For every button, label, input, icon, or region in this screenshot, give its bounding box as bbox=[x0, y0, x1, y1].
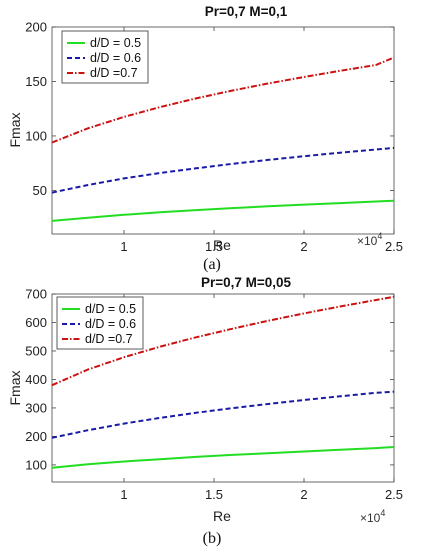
legend-label: d/D = 0.5 bbox=[90, 36, 141, 50]
legend-label: d/D =0.7 bbox=[85, 332, 133, 346]
series-lines bbox=[51, 295, 395, 469]
x-axis: 1 1.5 2 2.5 bbox=[120, 294, 403, 502]
y-tick-label: 600 bbox=[25, 315, 47, 330]
series-line-2 bbox=[51, 56, 395, 144]
series-line-0 bbox=[51, 199, 395, 222]
x-exponent: ×104 bbox=[357, 231, 382, 248]
y-tick-label: 150 bbox=[25, 74, 47, 89]
chart-panel-b: Pr=0,7 M=0,05 100 200 300 400 500 600 700 1 1.5… bbox=[7, 275, 403, 547]
series-line-0 bbox=[51, 446, 395, 469]
x-tick-label: 1.5 bbox=[205, 239, 223, 254]
x-axis-label: Re bbox=[213, 508, 231, 524]
y-tick-label: 100 bbox=[25, 128, 47, 143]
y-axis-label: Fmax bbox=[7, 113, 23, 148]
x-tick-label: 1 bbox=[120, 239, 127, 254]
panel-caption: (b) bbox=[203, 530, 222, 547]
legend-label: d/D = 0.6 bbox=[90, 51, 141, 65]
y-tick-label: 300 bbox=[25, 400, 47, 415]
x-exponent: ×104 bbox=[360, 508, 385, 525]
y-tick-label: 700 bbox=[25, 287, 47, 302]
legend-label: d/D = 0.6 bbox=[85, 317, 136, 331]
chart-title: Pr=0,7 M=0,05 bbox=[201, 275, 292, 290]
y-tick-label: 200 bbox=[25, 20, 47, 35]
x-tick-label: 1 bbox=[120, 487, 127, 502]
series-lines bbox=[51, 56, 395, 222]
x-axis: 1 1.5 2 2.5 bbox=[120, 27, 403, 254]
chart-panel-a: Pr=0,7 M=0,1 50 100 150 200 1 1.5 2 2.5 Fmax R… bbox=[7, 4, 403, 273]
y-tick-label: 200 bbox=[25, 429, 47, 444]
legend: d/D = 0.5 d/D = 0.6 d/D =0.7 bbox=[56, 296, 144, 350]
legend: d/D = 0.5 d/D = 0.6 d/D =0.7 bbox=[61, 30, 149, 84]
y-tick-label: 50 bbox=[33, 183, 47, 198]
x-tick-label: 1.5 bbox=[205, 487, 223, 502]
x-tick-label: 2 bbox=[300, 239, 307, 254]
y-tick-label: 400 bbox=[25, 372, 47, 387]
chart-title: Pr=0,7 M=0,1 bbox=[205, 4, 288, 19]
legend-label: d/D = 0.5 bbox=[85, 302, 136, 316]
x-tick-label: 2.5 bbox=[385, 487, 403, 502]
y-axis: 100 200 300 400 500 600 700 bbox=[25, 287, 394, 472]
y-axis-label: Fmax bbox=[7, 371, 23, 406]
series-line-2 bbox=[51, 295, 395, 387]
x-tick-label: 2 bbox=[300, 487, 307, 502]
x-tick-label: 2.5 bbox=[385, 239, 403, 254]
y-tick-label: 100 bbox=[25, 457, 47, 472]
y-axis: 50 100 150 200 bbox=[25, 20, 394, 198]
legend-label: d/D =0.7 bbox=[90, 66, 138, 80]
panel-caption: (a) bbox=[203, 256, 221, 273]
y-tick-label: 500 bbox=[25, 343, 47, 358]
x-axis-label: Re bbox=[213, 237, 231, 253]
